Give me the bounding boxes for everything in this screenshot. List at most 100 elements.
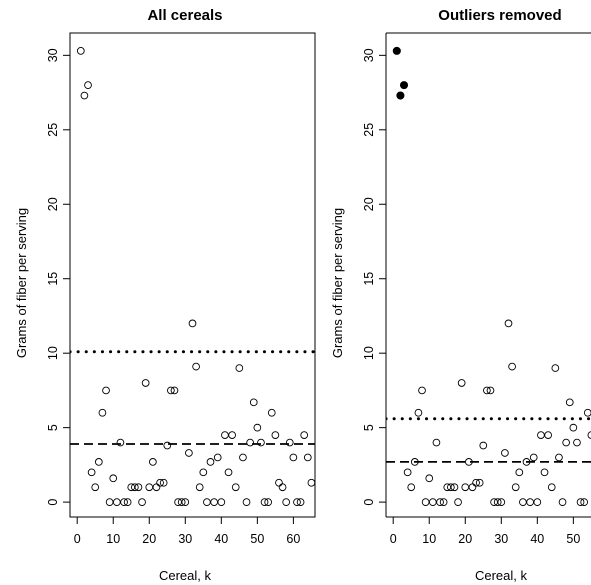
chart-title: Outliers removed [438, 7, 561, 24]
data-point [569, 423, 578, 432]
data-point [475, 478, 484, 487]
y-tick-label: 20 [46, 197, 60, 211]
data-point [551, 364, 560, 372]
data-point [102, 386, 110, 395]
data-point [558, 498, 567, 506]
data-point [479, 441, 488, 450]
x-tick-label: 0 [74, 532, 81, 546]
data-point [159, 478, 168, 487]
data-point [454, 498, 462, 506]
y-axis-label: Grams of fiber per serving [330, 208, 345, 358]
y-axis-label: Grams of fiber per serving [14, 208, 29, 358]
data-point [163, 441, 172, 450]
data-point [403, 468, 412, 477]
data-point [242, 498, 251, 506]
data-point [519, 498, 527, 506]
y-tick-label: 5 [46, 424, 60, 431]
panel-outliers-removed: Outliers removed Grams of fiber per serv… [330, 7, 591, 583]
x-tick-label: 0 [390, 532, 397, 546]
plot-frame [69, 32, 316, 518]
data-points [392, 46, 591, 506]
data-point [511, 483, 520, 492]
data-point [432, 438, 441, 447]
data-point [439, 498, 448, 506]
data-point [472, 478, 480, 487]
data-point [428, 498, 437, 506]
data-point [98, 408, 107, 417]
data-point [206, 458, 215, 466]
data-point [267, 408, 276, 417]
x-tick-label: 30 [178, 532, 192, 546]
y-axis-ticks: 0 5 10 15 20 25 30 [362, 48, 386, 506]
data-point [217, 498, 226, 506]
data-point [565, 398, 574, 407]
y-tick-label: 15 [46, 272, 60, 286]
data-point [285, 438, 294, 447]
data-point [260, 498, 269, 506]
data-point [278, 483, 287, 492]
data-point [421, 498, 430, 506]
y-tick-label: 15 [362, 272, 376, 286]
data-point [138, 498, 146, 506]
data-point [123, 498, 132, 506]
data-point [264, 498, 273, 506]
data-point [414, 408, 423, 417]
data-point [149, 458, 157, 466]
data-point [249, 398, 258, 407]
data-point [203, 498, 211, 506]
data-point [152, 483, 161, 492]
panel-all-cereals: All cereals Grams of fiber per serving C… [14, 7, 316, 583]
data-point [533, 498, 542, 506]
data-point [224, 468, 233, 477]
data-point [80, 91, 89, 100]
y-tick-label: 30 [46, 48, 60, 62]
data-point [275, 478, 283, 487]
data-point [271, 431, 280, 439]
data-point [562, 438, 570, 447]
data-point [537, 431, 545, 439]
data-point [573, 438, 581, 447]
data-point [246, 438, 254, 447]
data-point [547, 483, 556, 492]
outlier-point [399, 81, 409, 90]
data-point [450, 483, 459, 492]
y-axis-ticks: 0 5 10 15 20 25 30 [46, 48, 70, 506]
y-tick-label: 10 [46, 346, 60, 360]
data-point [587, 431, 591, 439]
y-tick-label: 10 [362, 346, 376, 360]
data-point [293, 498, 301, 506]
x-tick-label: 30 [494, 532, 508, 546]
data-point [167, 386, 175, 395]
data-point [580, 498, 589, 506]
data-point [461, 483, 470, 492]
y-tick-label: 20 [362, 197, 376, 211]
data-point [282, 498, 291, 506]
x-axis-label: Cereal, k [475, 568, 528, 583]
data-point [307, 478, 315, 487]
data-point [483, 386, 491, 395]
data-point [231, 483, 240, 492]
y-tick-label: 0 [362, 499, 376, 506]
data-point [544, 431, 552, 439]
data-point [289, 453, 298, 462]
data-point [112, 498, 121, 506]
data-point [486, 386, 495, 395]
data-point [508, 362, 516, 371]
y-tick-label: 25 [46, 123, 60, 137]
data-point [447, 483, 455, 492]
data-point [228, 431, 236, 439]
data-point [213, 453, 222, 462]
chart-title: All cereals [147, 7, 222, 24]
data-point [131, 483, 139, 492]
data-point [555, 453, 563, 462]
data-point [457, 379, 466, 387]
x-tick-label: 10 [422, 532, 436, 546]
data-point [120, 498, 128, 506]
data-point [192, 362, 200, 371]
outlier-point [396, 91, 405, 100]
data-point [522, 458, 531, 466]
data-point [493, 498, 502, 506]
data-point [141, 379, 150, 387]
